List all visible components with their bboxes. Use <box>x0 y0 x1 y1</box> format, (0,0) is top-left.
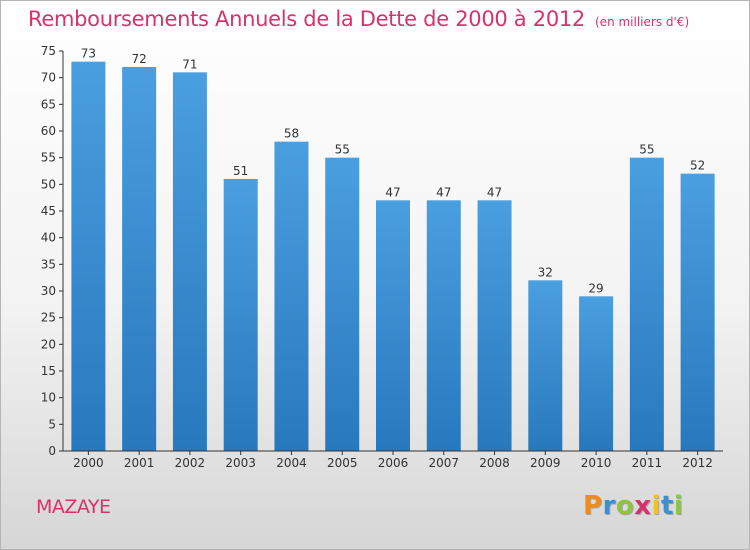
x-tick-label: 2003 <box>225 456 256 470</box>
bar <box>426 200 461 451</box>
data-label: 51 <box>233 164 248 178</box>
y-tick-label: 45 <box>41 204 56 218</box>
y-tick-label: 50 <box>41 177 56 191</box>
data-label: 32 <box>538 265 553 279</box>
logo-letter: t <box>660 491 674 521</box>
bar <box>71 61 106 452</box>
bar <box>629 157 664 451</box>
y-tick-label: 10 <box>41 391 56 405</box>
y-tick-label: 15 <box>41 364 56 378</box>
logo-letter: r <box>602 491 616 521</box>
x-tick-label: 2006 <box>378 456 409 470</box>
bar <box>122 67 157 451</box>
bar <box>274 141 309 451</box>
bar <box>376 200 410 451</box>
y-tick-label: 70 <box>41 71 56 85</box>
logo-letter: i <box>673 491 684 521</box>
data-label: 47 <box>487 185 502 199</box>
bars: 73 72 71 51 58 55 47 47 47 32 29 55 52 <box>71 47 715 452</box>
data-label: 71 <box>182 57 197 71</box>
data-label: 52 <box>690 159 705 173</box>
y-axis: 0 5 10 15 20 25 30 35 40 45 50 55 60 65 70 75 <box>41 44 64 458</box>
y-tick-label: 60 <box>41 124 56 138</box>
y-tick-label: 75 <box>41 44 56 58</box>
data-label: 58 <box>284 127 299 141</box>
x-tick-label: 2011 <box>632 456 663 470</box>
bar <box>477 200 512 451</box>
x-tick-label: 2001 <box>124 456 155 470</box>
x-tick-label: 2008 <box>479 456 510 470</box>
y-tick-label: 55 <box>41 151 56 165</box>
bar <box>680 173 715 451</box>
x-tick-label: 2005 <box>327 456 358 470</box>
bar <box>579 296 614 451</box>
y-tick-label: 0 <box>48 444 56 458</box>
data-label: 29 <box>588 281 603 295</box>
logo-letter: x <box>634 491 652 521</box>
logo-letter: i <box>651 491 661 521</box>
title-row: Remboursements Annuels de la Dette de 20… <box>28 7 689 31</box>
y-tick-label: 25 <box>41 311 56 325</box>
town-name: MAZAYE <box>36 496 111 518</box>
data-label: 47 <box>436 185 451 199</box>
data-label: 47 <box>385 185 400 199</box>
proxiti-logo: Proxiti <box>583 491 683 521</box>
data-label: 55 <box>335 143 350 157</box>
y-tick-label: 20 <box>41 337 56 351</box>
bar <box>172 72 207 451</box>
data-label: 72 <box>132 52 147 66</box>
y-tick-label: 30 <box>41 284 56 298</box>
y-tick-label: 40 <box>41 231 56 245</box>
data-label: 55 <box>639 143 654 157</box>
bar <box>528 280 563 451</box>
x-tick-label: 2004 <box>276 456 307 470</box>
bar <box>223 179 258 451</box>
x-axis: 2000 2001 2002 2003 2004 2005 2006 2007 2008 2009… <box>63 450 723 470</box>
y-tick-label: 35 <box>41 257 56 271</box>
x-tick-label: 2007 <box>428 456 459 470</box>
bar <box>325 157 360 451</box>
x-tick-label: 2009 <box>530 456 561 470</box>
x-tick-label: 2002 <box>175 456 206 470</box>
x-tick-label: 2000 <box>73 456 104 470</box>
x-tick-label: 2012 <box>682 456 713 470</box>
x-tick-label: 2010 <box>581 456 612 470</box>
chart-subtitle: (en milliers d'€) <box>595 15 690 29</box>
logo-letter: o <box>615 491 635 521</box>
y-tick-label: 5 <box>48 417 56 431</box>
y-tick-label: 65 <box>41 97 56 111</box>
chart-title: Remboursements Annuels de la Dette de 20… <box>28 7 585 31</box>
data-label: 73 <box>81 47 96 61</box>
logo-letter: P <box>583 491 603 521</box>
